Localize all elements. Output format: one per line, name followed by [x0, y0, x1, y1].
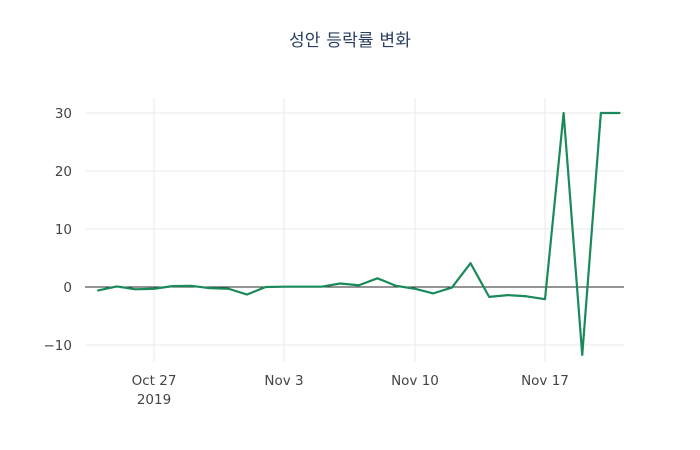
vertical-gridlines	[153, 98, 546, 362]
x-tick-label: Oct 27	[132, 373, 177, 389]
x-axis-tick-labels: Oct 27 2019 Nov 3 Nov 10 Nov 17	[132, 373, 569, 408]
horizontal-gridlines	[85, 112, 624, 346]
x-tick-label: Nov 3	[264, 373, 303, 389]
y-tick-label: 30	[55, 106, 72, 122]
chart-title: 성안 등락률 변화	[288, 31, 412, 51]
y-tick-label: 0	[63, 280, 72, 296]
x-tick-label: Nov 10	[391, 373, 439, 389]
y-tick-label: −10	[44, 338, 73, 354]
y-tick-label: 20	[55, 164, 72, 180]
y-axis-tick-labels: 30 20 10 0 −10	[44, 106, 73, 354]
x-tick-sublabel: 2019	[137, 392, 171, 408]
data-line-series-0	[97, 111, 621, 356]
x-tick-label: Nov 17	[521, 373, 569, 389]
y-tick-label: 10	[55, 222, 72, 238]
